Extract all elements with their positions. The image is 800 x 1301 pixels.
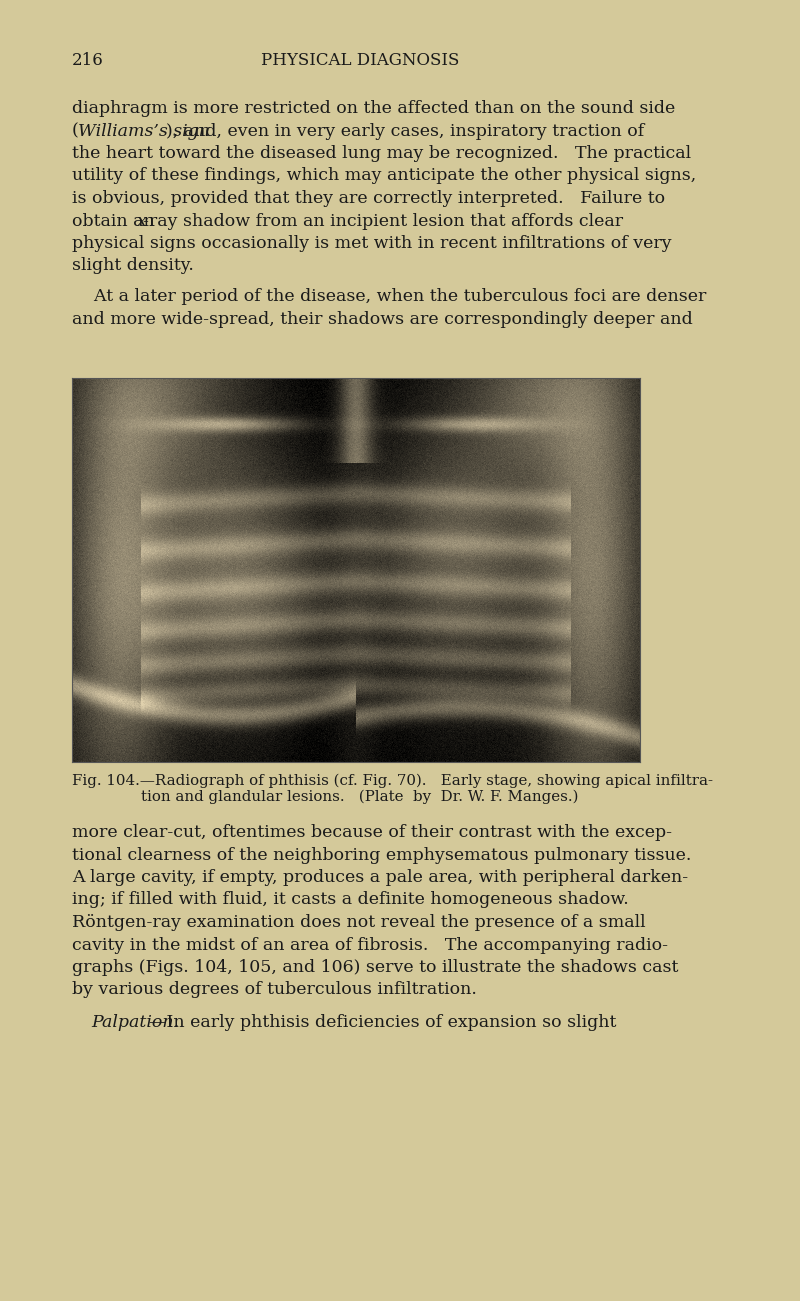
Text: -ray shadow from an incipient lesion that affords clear: -ray shadow from an incipient lesion tha… [143, 212, 623, 229]
Text: Fig. 104.—Radiograph of phthisis (cf. Fig. 70).   Early stage, showing apical in: Fig. 104.—Radiograph of phthisis (cf. Fi… [72, 774, 713, 788]
Text: tional clearness of the neighboring emphysematous pulmonary tissue.: tional clearness of the neighboring emph… [72, 847, 691, 864]
Text: tion and glandular lesions.   (Plate  by  Dr. W. F. Manges.): tion and glandular lesions. (Plate by Dr… [142, 790, 578, 804]
Text: by various degrees of tuberculous infiltration.: by various degrees of tuberculous infilt… [72, 981, 477, 998]
Text: At a later period of the disease, when the tuberculous foci are denser: At a later period of the disease, when t… [72, 288, 706, 304]
Text: is obvious, provided that they are correctly interpreted.   Failure to: is obvious, provided that they are corre… [72, 190, 665, 207]
Text: —In early phthisis deficiencies of expansion so slight: —In early phthisis deficiencies of expan… [149, 1013, 616, 1030]
Text: ), and, even in very early cases, inspiratory traction of: ), and, even in very early cases, inspir… [166, 122, 645, 139]
Text: graphs (Figs. 104, 105, and 106) serve to illustrate the shadows cast: graphs (Figs. 104, 105, and 106) serve t… [72, 959, 678, 976]
Text: x: x [137, 212, 146, 229]
Text: the heart toward the diseased lung may be recognized.   The practical: the heart toward the diseased lung may b… [72, 144, 691, 163]
Text: Röntgen-ray examination does not reveal the presence of a small: Röntgen-ray examination does not reveal … [72, 915, 646, 932]
Text: more clear-cut, oftentimes because of their contrast with the excep-: more clear-cut, oftentimes because of th… [72, 824, 672, 840]
Text: slight density.: slight density. [72, 258, 194, 275]
Text: physical signs occasionally is met with in recent infiltrations of very: physical signs occasionally is met with … [72, 235, 672, 252]
Text: Palpation.: Palpation. [91, 1013, 180, 1030]
Text: (: ( [72, 122, 78, 139]
Text: diaphragm is more restricted on the affected than on the sound side: diaphragm is more restricted on the affe… [72, 100, 675, 117]
Text: utility of these findings, which may anticipate the other physical signs,: utility of these findings, which may ant… [72, 168, 696, 185]
Text: ing; if filled with fluid, it casts a definite homogeneous shadow.: ing; if filled with fluid, it casts a de… [72, 891, 629, 908]
Text: obtain an: obtain an [72, 212, 160, 229]
Text: PHYSICAL DIAGNOSIS: PHYSICAL DIAGNOSIS [261, 52, 459, 69]
Text: and more wide-spread, their shadows are correspondingly deeper and: and more wide-spread, their shadows are … [72, 311, 693, 328]
Text: Williams’s sign: Williams’s sign [78, 122, 210, 139]
Text: cavity in the midst of an area of fibrosis.   The accompanying radio-: cavity in the midst of an area of fibros… [72, 937, 668, 954]
Text: A large cavity, if empty, produces a pale area, with peripheral darken-: A large cavity, if empty, produces a pal… [72, 869, 688, 886]
Text: 216: 216 [72, 52, 104, 69]
